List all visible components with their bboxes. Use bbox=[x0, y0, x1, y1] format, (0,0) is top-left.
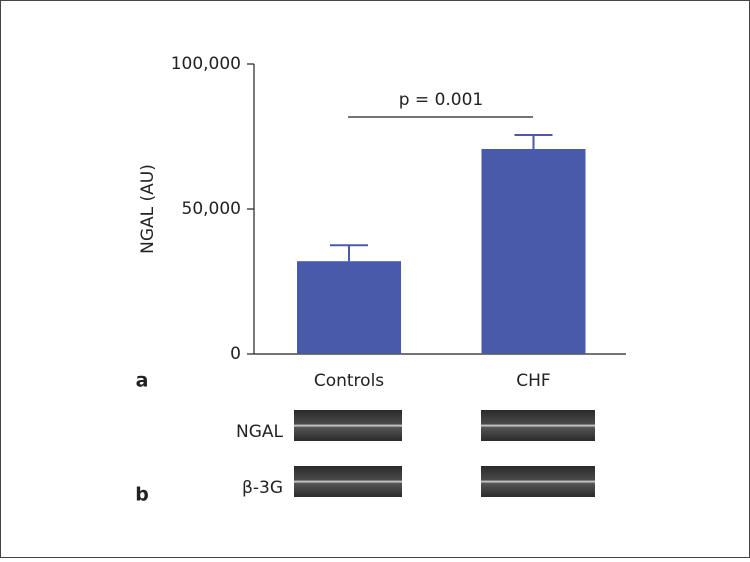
blot bbox=[481, 466, 595, 497]
blot bbox=[294, 466, 402, 497]
blot bbox=[294, 410, 402, 441]
x-tick-label: Controls bbox=[314, 371, 384, 391]
panel-label: a bbox=[136, 370, 149, 392]
blot-label: β-3G bbox=[242, 478, 283, 498]
y-axis-label: NGAL (AU) bbox=[138, 164, 158, 254]
blot bbox=[481, 410, 595, 441]
annotation: p = 0.001 bbox=[399, 90, 484, 110]
bar bbox=[481, 148, 586, 354]
bar bbox=[297, 261, 401, 354]
y-tick-label: 100,000 bbox=[171, 54, 241, 74]
x-tick-label: CHF bbox=[516, 371, 550, 391]
y-tick-label: 50,000 bbox=[182, 199, 241, 219]
blot-label: NGAL bbox=[236, 422, 284, 442]
panel-label: b bbox=[135, 484, 149, 506]
y-tick-label: 0 bbox=[230, 344, 241, 364]
